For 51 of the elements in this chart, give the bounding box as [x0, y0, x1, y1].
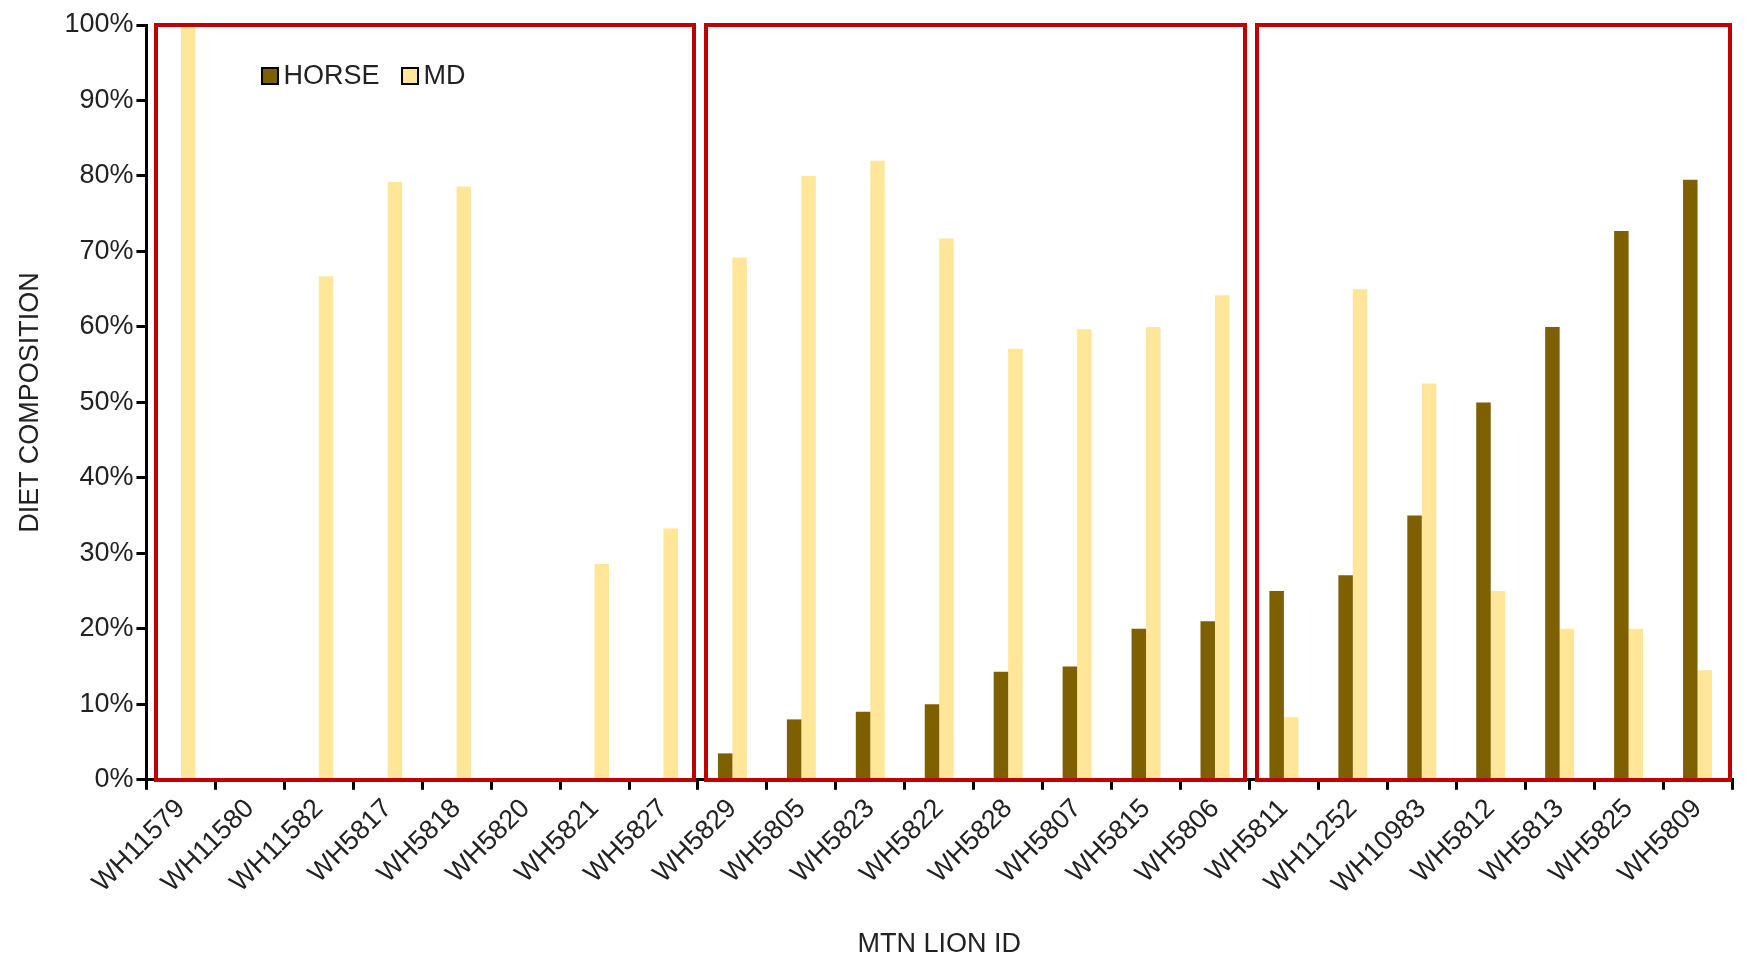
y-tick-label: 50% — [79, 385, 134, 416]
bar — [1283, 717, 1299, 779]
bar — [1476, 402, 1491, 779]
bar — [993, 671, 1009, 779]
bar — [924, 704, 940, 779]
bar — [1200, 621, 1215, 779]
bar — [594, 563, 610, 779]
bar — [1407, 515, 1422, 779]
bar — [1269, 591, 1284, 779]
y-tick-label: 20% — [79, 612, 134, 643]
y-tick-label: 40% — [79, 461, 134, 492]
bar — [1559, 628, 1575, 779]
bar — [1214, 295, 1230, 779]
bar — [786, 719, 802, 779]
bar — [732, 257, 747, 779]
y-tick-label: 30% — [79, 536, 134, 567]
bar — [855, 711, 871, 779]
bar — [180, 25, 196, 779]
bar — [717, 753, 733, 779]
y-axis-title: DIET COMPOSITION — [13, 272, 44, 533]
legend-label: MD — [423, 60, 466, 91]
bar — [1008, 348, 1023, 779]
bar — [1614, 231, 1629, 779]
bar — [456, 186, 472, 779]
bar — [318, 276, 334, 779]
bar — [870, 160, 885, 779]
bar — [1338, 575, 1353, 779]
bar — [1697, 670, 1713, 779]
y-tick-label: 90% — [79, 83, 134, 114]
y-tick-label: 70% — [79, 234, 134, 265]
bar — [663, 528, 678, 779]
x-axis-title: MTN LION ID — [857, 928, 1021, 959]
y-tick-label: 60% — [79, 310, 134, 341]
bar — [1628, 628, 1644, 779]
y-tick-label: 80% — [79, 159, 134, 190]
bar — [1131, 628, 1147, 779]
bar — [1683, 179, 1698, 779]
bar — [801, 175, 816, 779]
y-tick-label: 100% — [64, 8, 134, 39]
bar — [1421, 383, 1437, 779]
bar — [387, 182, 403, 779]
legend-label: HORSE — [283, 60, 380, 91]
bar — [1146, 326, 1161, 779]
bar — [1352, 289, 1368, 779]
bar — [1545, 326, 1560, 779]
bar — [1490, 591, 1506, 779]
y-tick-label: 10% — [79, 687, 134, 718]
bar — [939, 238, 954, 779]
bar — [1077, 329, 1092, 779]
y-tick-label: 0% — [94, 763, 134, 794]
bar — [1062, 666, 1078, 779]
